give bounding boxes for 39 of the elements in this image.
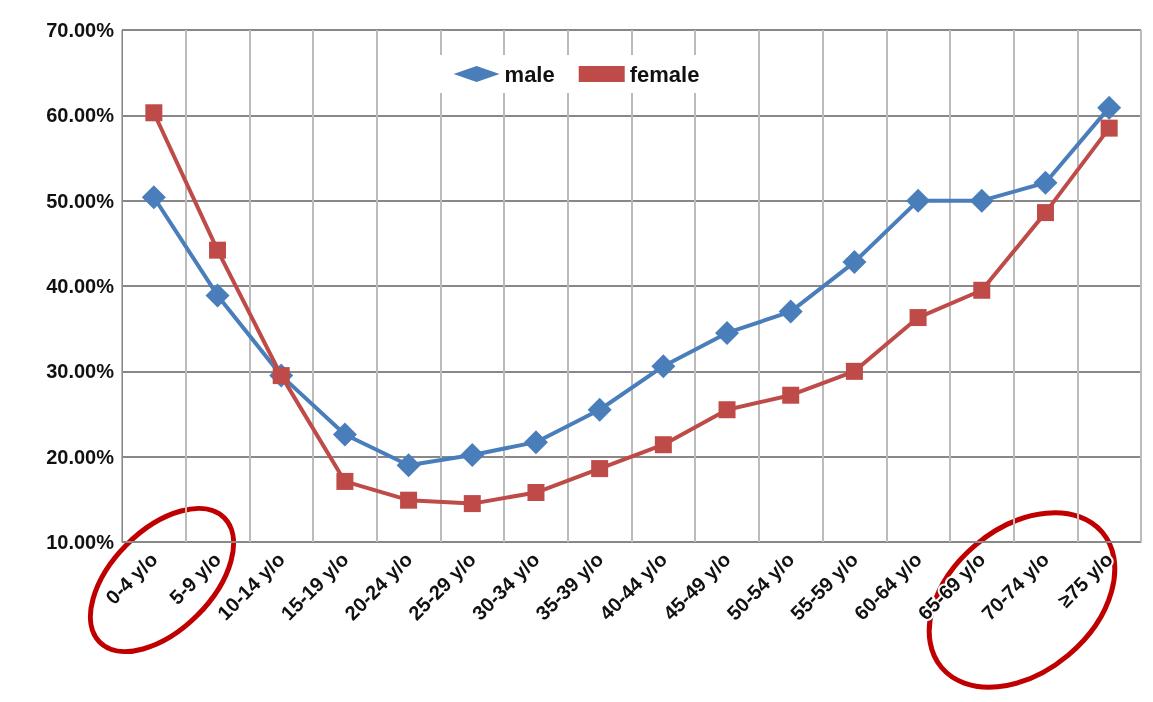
- legend-label: female: [629, 61, 700, 87]
- point: [1033, 170, 1058, 195]
- point: [1036, 204, 1054, 222]
- point: [336, 472, 354, 490]
- y-tick-label: 70.00%: [46, 19, 115, 41]
- point: [209, 241, 227, 259]
- point: [651, 354, 676, 379]
- point: [587, 397, 612, 422]
- point: [332, 422, 357, 447]
- point: [396, 453, 421, 478]
- legend-label: male: [504, 61, 555, 87]
- point: [715, 320, 740, 345]
- y-tick-label: 50.00%: [46, 189, 115, 212]
- point: [205, 283, 230, 308]
- y-tick-label: 40.00%: [46, 275, 115, 297]
- point: [1097, 95, 1122, 120]
- point: [1100, 119, 1118, 137]
- point: [654, 436, 672, 454]
- point: [463, 495, 481, 513]
- point: [842, 250, 867, 275]
- point: [400, 491, 418, 509]
- point: [909, 309, 927, 327]
- point: [523, 430, 548, 455]
- point: [845, 362, 863, 380]
- point: [718, 401, 736, 419]
- point: [527, 484, 545, 502]
- y-tick-label: 60.00%: [46, 104, 115, 127]
- point: [141, 185, 166, 210]
- point: [145, 104, 163, 122]
- point: [460, 442, 485, 467]
- y-tick-label: 20.00%: [46, 445, 115, 468]
- point: [782, 386, 800, 404]
- point: [591, 460, 609, 478]
- point: [906, 188, 931, 213]
- x-tick-label: ≥75 y/o: [1053, 548, 1117, 612]
- point: [969, 188, 994, 213]
- point: [973, 281, 991, 299]
- y-tick-label: 30.00%: [46, 360, 115, 383]
- point: [778, 299, 803, 324]
